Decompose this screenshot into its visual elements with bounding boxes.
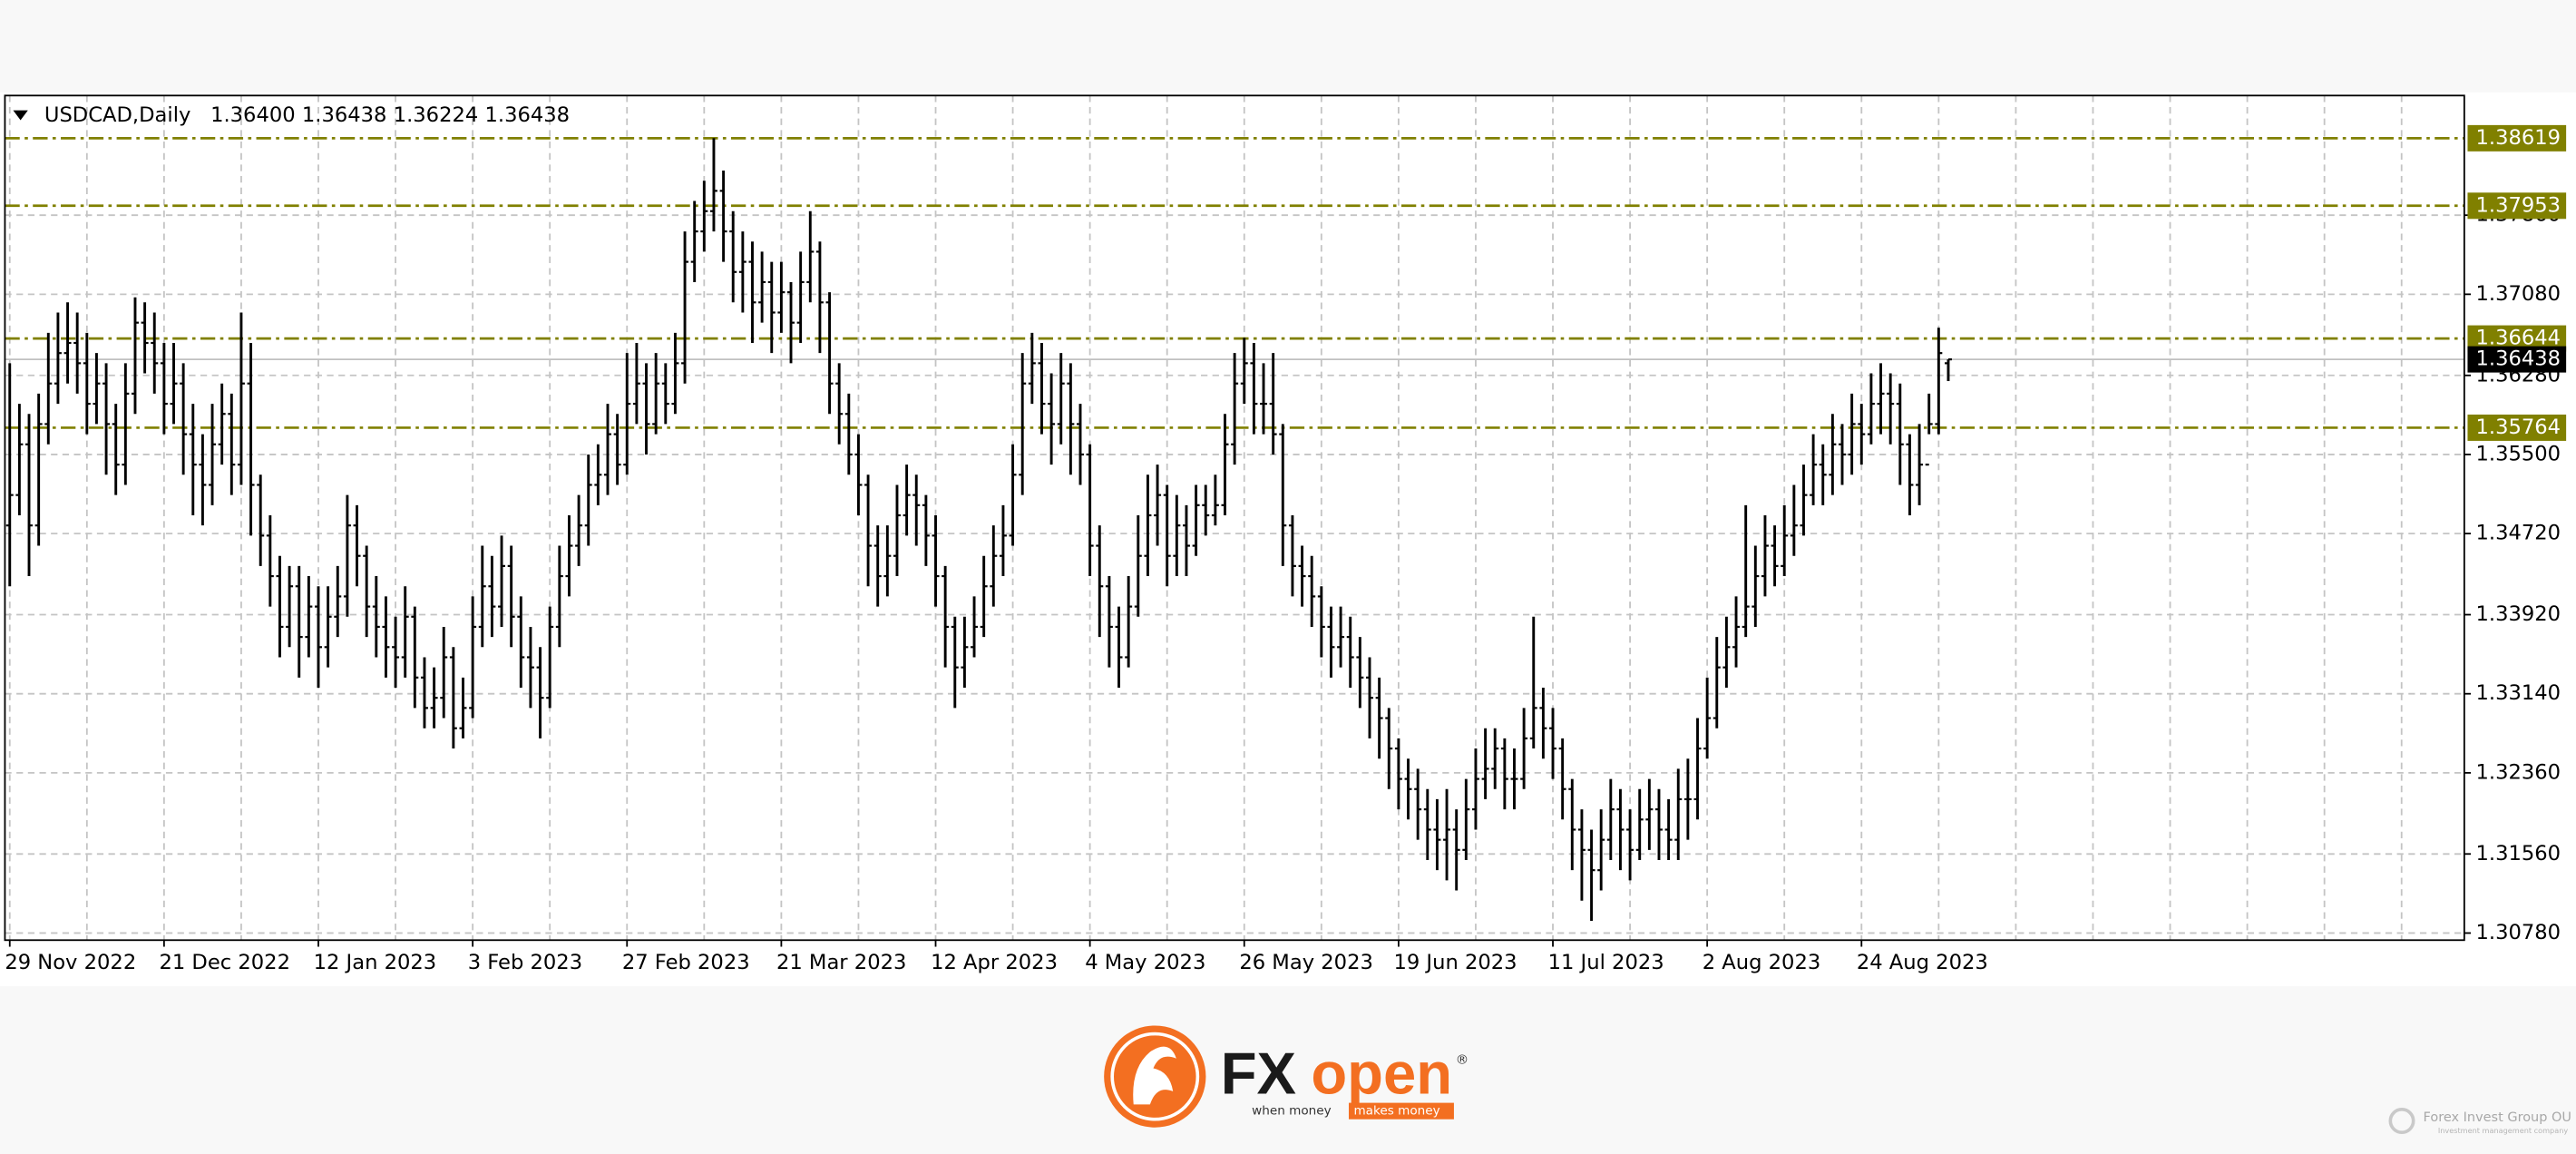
plot-frame — [4, 94, 2465, 942]
y-tick-label: 1.33140 — [2476, 681, 2561, 705]
x-tick-label: 21 Mar 2023 — [776, 951, 906, 974]
company-icon — [2388, 1108, 2415, 1135]
registered-mark: ® — [1456, 1053, 1469, 1068]
logo-bull — [1133, 1046, 1176, 1105]
x-tick-label: 12 Jan 2023 — [314, 951, 437, 974]
y-tick-label: 1.30780 — [2476, 921, 2561, 944]
bars — [5, 138, 1952, 922]
chart-header: USDCAD,Daily 1.36400 1.36438 1.36224 1.3643… — [44, 103, 570, 127]
x-tick-label: 29 Nov 2022 — [5, 951, 136, 974]
x-tick-label: 19 Jun 2023 — [1393, 951, 1517, 974]
y-tick-label: 1.37080 — [2476, 282, 2561, 306]
x-tick-label: 2 Aug 2023 — [1703, 951, 1821, 974]
level-label: 1.36644 — [2476, 327, 2561, 350]
level-label-box — [2467, 192, 2567, 220]
level-label-box — [2467, 124, 2567, 152]
menu-triangle[interactable] — [13, 110, 28, 121]
level-label-box — [2467, 414, 2567, 441]
level-label: 1.35764 — [2476, 416, 2561, 439]
header-ohlc: 1.36438 — [302, 103, 387, 127]
y-tick-label: 1.35500 — [2476, 442, 2561, 465]
header-ohlc: 1.36224 — [394, 103, 479, 127]
x-tick-label: 24 Aug 2023 — [1857, 951, 1988, 974]
last-price-label: 1.36438 — [2476, 347, 2561, 371]
x-tick-label: 26 May 2023 — [1239, 951, 1373, 974]
x-tick-label: 12 Apr 2023 — [931, 951, 1058, 974]
x-tick-label: 4 May 2023 — [1085, 951, 1205, 974]
logo — [1104, 1025, 1206, 1128]
tagline-box — [1349, 1102, 1454, 1120]
y-tick-label: 1.34720 — [2476, 522, 2561, 545]
logo-ring — [1110, 1032, 1200, 1121]
last-price-box — [2467, 346, 2567, 373]
axes: 1.30780 1.31560 1.32360 1.33140 1.33920 1.347… — [5, 124, 2567, 974]
company-subtitle: Investment management company — [2438, 1126, 2569, 1135]
grid — [5, 95, 2464, 941]
tagline: when money — [1252, 1104, 1332, 1119]
symbol: USDCAD,Daily — [44, 103, 190, 127]
level-label: 1.38619 — [2476, 126, 2561, 150]
y-tick-label: 1.32360 — [2476, 760, 2561, 784]
brand-fx: FX — [1221, 1041, 1296, 1107]
x-tick-label: 3 Feb 2023 — [468, 951, 582, 974]
level-label: 1.37953 — [2476, 193, 2561, 217]
header-ohlc: 1.36400 — [210, 103, 296, 127]
x-tick-label: 27 Feb 2023 — [622, 951, 750, 974]
y-tick-label: 1.31560 — [2476, 842, 2561, 866]
y-tick-label: 1.33920 — [2476, 602, 2561, 626]
company-name: Forex Invest Group OU — [2424, 1110, 2571, 1125]
chart-panel — [0, 92, 2576, 986]
header-ohlc: 1.36438 — [485, 103, 571, 127]
brand-open: open — [1311, 1041, 1452, 1107]
x-tick-label: 21 Dec 2022 — [159, 951, 290, 974]
tagline-highlight: makes money — [1353, 1104, 1439, 1119]
x-tick-label: 11 Jul 2023 — [1548, 951, 1664, 974]
